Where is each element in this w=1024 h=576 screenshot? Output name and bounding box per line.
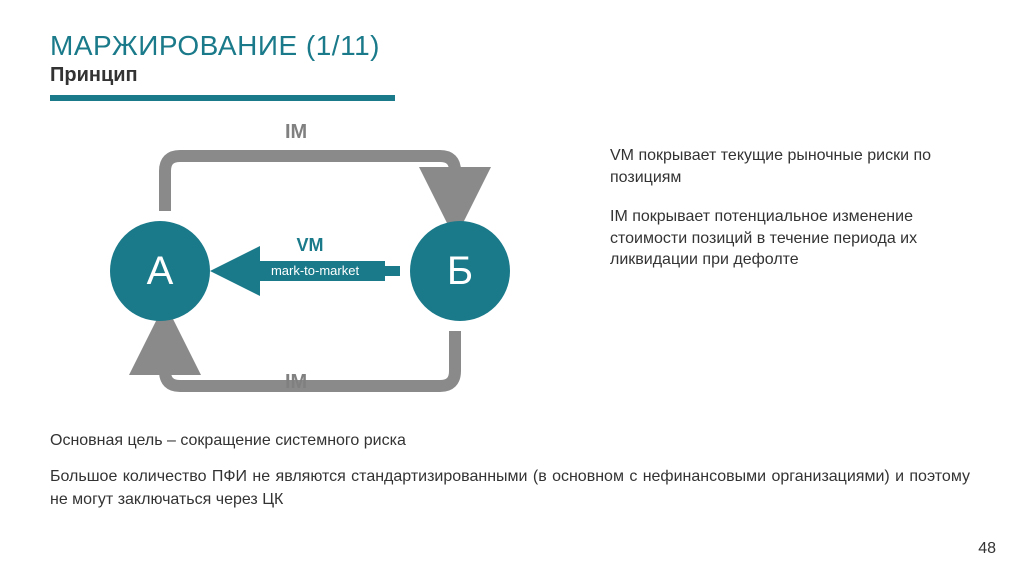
node-b-label: Б (447, 249, 473, 294)
node-a: А (110, 221, 210, 321)
title-underline (50, 95, 395, 101)
body-p1: Основная цель – сокращение системного ри… (50, 430, 970, 452)
margin-diagram: IM IM VM mark-to-market А Б (50, 131, 570, 411)
page-title: МАРЖИРОВАНИЕ (1/11) (50, 30, 974, 62)
body-p2: Большое количество ПФИ не являются станд… (50, 466, 970, 511)
page-number: 48 (978, 540, 996, 558)
body-text: Основная цель – сокращение системного ри… (50, 430, 970, 525)
side-explanation: VM покрывает текущие рыночные риски по п… (610, 145, 990, 289)
page-subtitle: Принцип (50, 64, 974, 87)
node-a-label: А (147, 249, 174, 294)
node-b: Б (410, 221, 510, 321)
vm-label: VM (220, 235, 400, 256)
side-text-vm: VM покрывает текущие рыночные риски по п… (610, 145, 990, 188)
im-top-label: IM (285, 121, 307, 144)
side-text-im: IM покрывает потенциальное изменение сто… (610, 206, 990, 271)
im-bottom-label: IM (285, 371, 307, 394)
vm-tag: mark-to-market (245, 261, 385, 281)
